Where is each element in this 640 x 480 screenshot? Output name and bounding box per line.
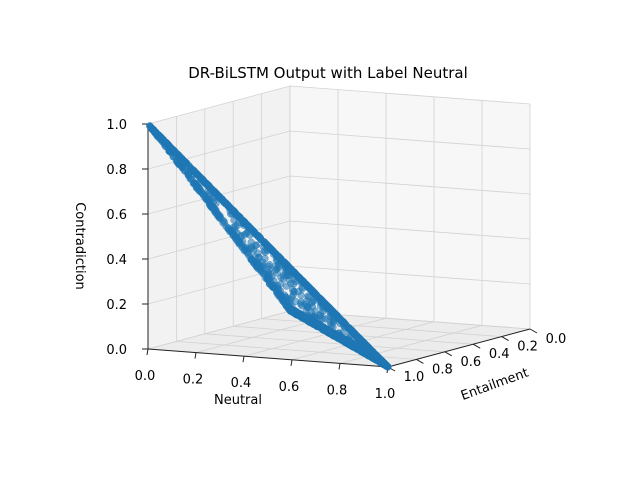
y-tick-label: 0.8 [432, 362, 453, 377]
data-point [300, 278, 308, 286]
data-point [183, 159, 191, 167]
z-tick-label: 1.0 [106, 118, 127, 133]
data-point [252, 241, 260, 249]
data-point [280, 291, 289, 299]
data-point [236, 213, 244, 221]
y-tick [416, 358, 424, 364]
y-tick [444, 351, 453, 357]
y-tick-label: 1.0 [404, 370, 425, 385]
z-axis-label: Contradiction [72, 202, 87, 290]
x-tick [194, 352, 197, 359]
y-axis-label: Entailment [459, 366, 531, 404]
data-point [254, 249, 262, 257]
data-point [157, 133, 165, 142]
data-point [256, 233, 264, 241]
scatter-points [146, 122, 392, 371]
data-point [241, 218, 249, 226]
data-point [280, 258, 289, 267]
y-tick-label: 0.6 [460, 355, 481, 370]
data-point [364, 343, 373, 352]
data-point [223, 200, 232, 209]
x-axis-line [147, 348, 389, 368]
x-tick-label: 0.6 [279, 380, 300, 395]
pane-back-right [290, 86, 530, 329]
z-tick-label: 0.8 [106, 163, 127, 178]
y-tick [529, 328, 538, 334]
data-point [275, 252, 283, 261]
z-tick-label: 0.0 [106, 343, 127, 358]
data-point [260, 238, 268, 246]
x-axis-label: Neutral [214, 393, 262, 408]
y-tick-label: 0.2 [517, 340, 538, 355]
y-axis-line [387, 328, 531, 368]
data-point [189, 166, 198, 174]
axis-panes [148, 86, 530, 367]
x-tick [290, 359, 293, 366]
data-point [230, 207, 239, 216]
data-point [198, 175, 206, 183]
data-point [384, 363, 392, 371]
data-point [175, 152, 184, 160]
data-point [265, 261, 274, 269]
data-point [304, 292, 312, 300]
data-point [210, 187, 218, 195]
data-point [359, 337, 367, 346]
data-point [350, 329, 359, 337]
data-point [340, 318, 348, 326]
z-tick-label: 0.6 [106, 208, 127, 223]
data-point [377, 356, 386, 365]
y-tick [472, 343, 481, 349]
y-tick [501, 336, 509, 342]
tick-labels: 0.0 1.0 0.0 0.2 0.8 0.2 0.4 0.6 0.4 0.6 0.4 0.6 0.8 0… [106, 118, 566, 402]
grid-line-y-floor [204, 333, 445, 353]
x-tick [338, 363, 341, 370]
data-point [150, 126, 158, 134]
data-point [162, 139, 171, 147]
data-point [266, 244, 274, 252]
data-point [319, 297, 327, 305]
y-tick-label: 0.0 [546, 332, 567, 347]
x-tick-label: 0.0 [135, 369, 156, 384]
data-point [205, 181, 213, 190]
z-tick-label: 0.2 [106, 298, 127, 313]
data-point [290, 267, 298, 276]
x-tick-label: 0.4 [231, 376, 252, 391]
data-point [171, 147, 179, 155]
data-point [261, 254, 269, 263]
x-tick-label: 1.0 [375, 387, 396, 402]
axis-lines [147, 124, 531, 368]
x-tick-label: 0.2 [183, 373, 204, 388]
chart-title: DR-BiLSTM Output with Label Neutral [188, 64, 468, 82]
data-point [218, 195, 226, 203]
z-tick-label: 0.4 [106, 253, 127, 268]
data-point [333, 312, 342, 320]
x-tick [146, 348, 149, 356]
data-point [310, 288, 318, 296]
y-tick-label: 0.4 [489, 347, 510, 362]
tick-marks [142, 123, 538, 374]
x-tick-label: 0.8 [327, 383, 348, 398]
x-tick [242, 356, 245, 363]
